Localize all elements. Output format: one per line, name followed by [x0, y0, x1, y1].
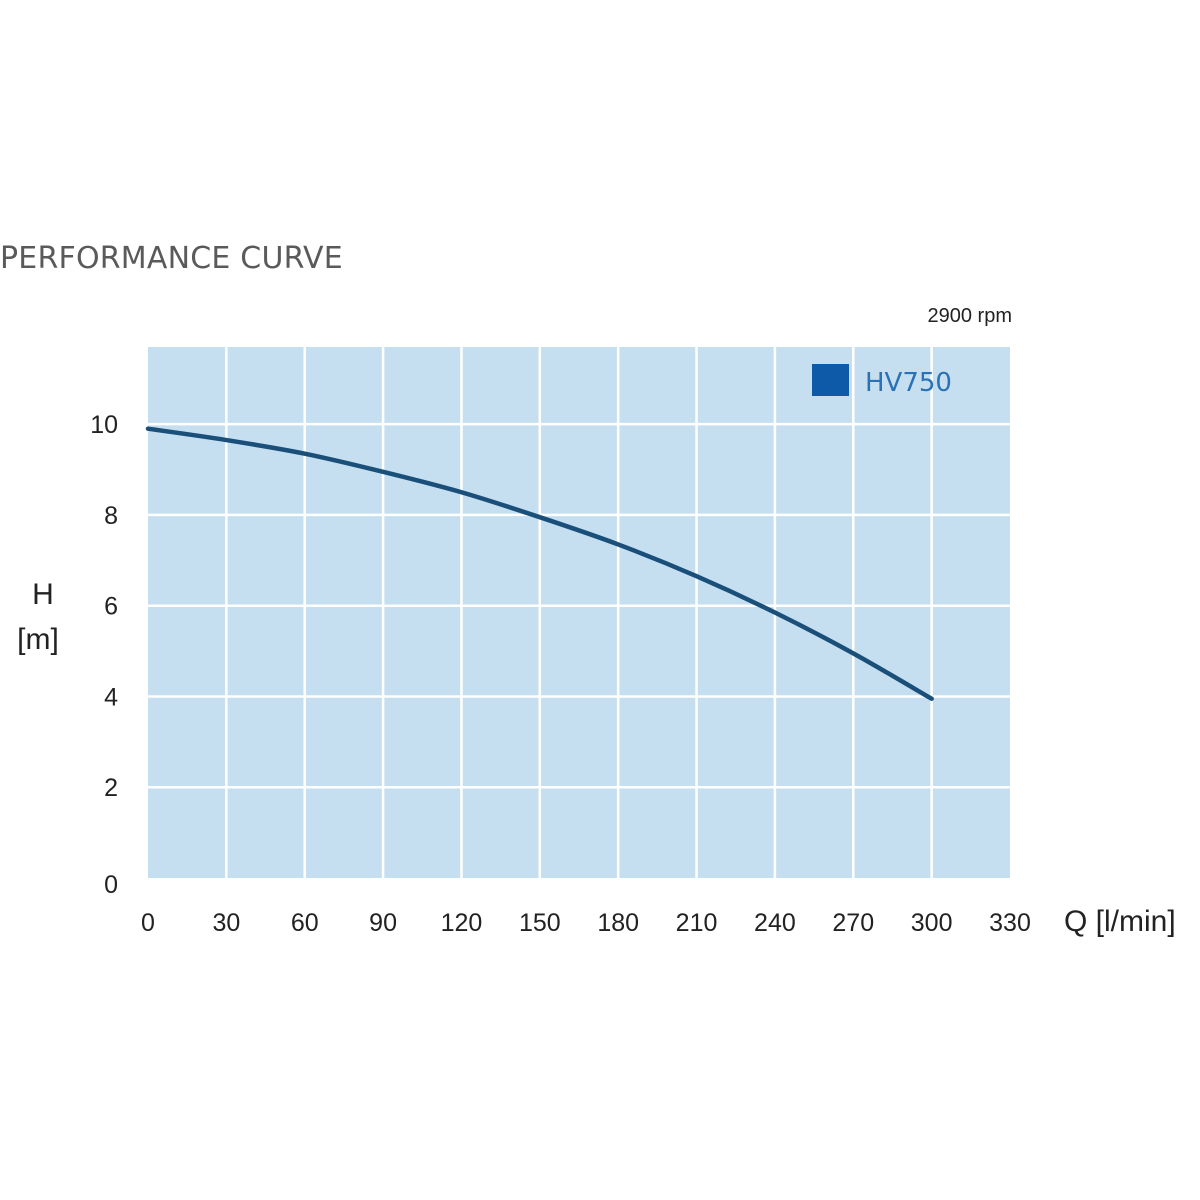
legend-swatch-hv750: [812, 364, 849, 396]
rpm-annotation: 2900 rpm: [928, 305, 1013, 327]
series-layer: [145, 426, 934, 701]
y-axis-ticks: 0 2 4 6 8 10: [90, 411, 118, 899]
x-tick-label: 60: [291, 909, 319, 937]
legend: HV750: [812, 364, 952, 398]
legend-label-hv750: HV750: [865, 368, 952, 398]
chart-title: PERFORMANCE CURVE: [0, 241, 343, 276]
y-axis-label-unit: [m]: [17, 623, 59, 656]
y-tick-label: 4: [104, 683, 118, 711]
x-tick-label: 30: [212, 909, 240, 937]
x-axis-label: Q [l/min]: [1064, 905, 1176, 938]
grid-lines: [148, 347, 1010, 878]
x-axis-ticks: 0 30 60 90 120 150 180 210 240 270 300 330: [141, 909, 1031, 937]
y-tick-label: 6: [104, 593, 118, 621]
x-tick-label: 210: [676, 909, 718, 937]
x-tick-label: 120: [441, 909, 483, 937]
x-tick-label: 240: [754, 909, 796, 937]
y-tick-label: 8: [104, 502, 118, 530]
x-tick-label: 270: [832, 909, 874, 937]
y-tick-label: 10: [90, 411, 118, 439]
x-tick-label: 180: [597, 909, 639, 937]
x-tick-label: 0: [141, 909, 155, 937]
y-tick-label: 0: [104, 871, 118, 899]
x-tick-label: 330: [989, 909, 1031, 937]
x-tick-label: 150: [519, 909, 561, 937]
x-tick-label: 90: [369, 909, 397, 937]
y-axis-label-h: H: [32, 578, 54, 611]
x-tick-label: 300: [911, 909, 953, 937]
plot-area: [148, 347, 1010, 878]
series-line-hv750: [145, 426, 934, 701]
y-tick-label: 2: [104, 774, 118, 802]
